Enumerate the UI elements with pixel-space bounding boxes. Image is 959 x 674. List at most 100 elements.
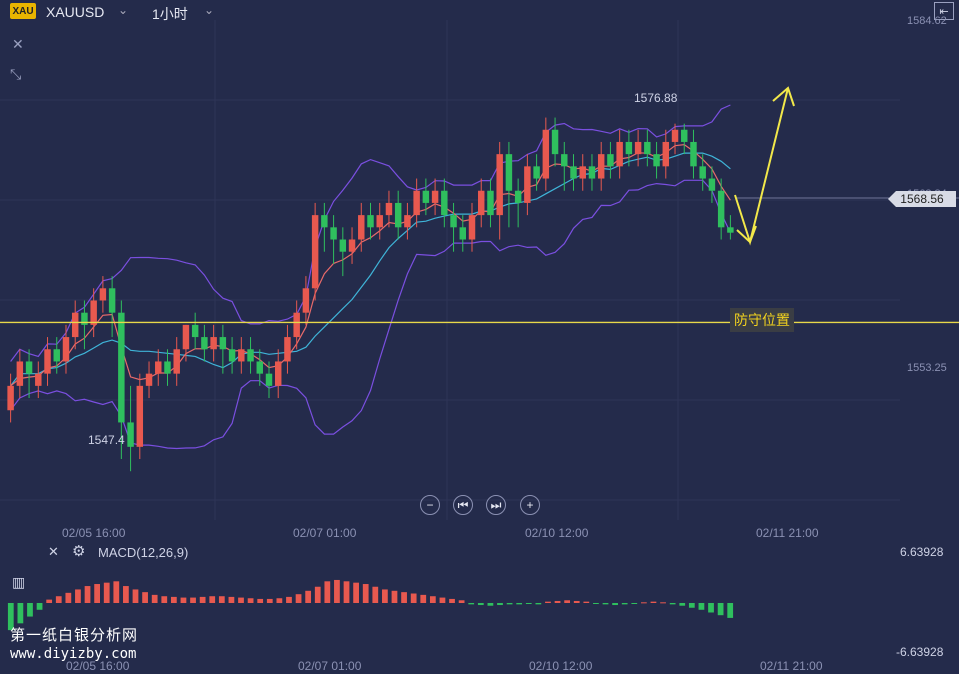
macd-bar bbox=[554, 600, 561, 603]
candle bbox=[542, 117, 550, 191]
macd-bar bbox=[621, 603, 628, 605]
candle-body bbox=[634, 141, 642, 155]
macd-axis-bottom: -6.63928 bbox=[896, 645, 944, 659]
candle-body bbox=[99, 288, 107, 301]
layout-toggle-icon[interactable]: ⇤ bbox=[934, 2, 954, 20]
candle-body bbox=[219, 337, 227, 350]
chevron-down-icon[interactable]: ⌄ bbox=[204, 3, 215, 17]
candle bbox=[625, 129, 633, 167]
candle bbox=[256, 349, 263, 386]
candle bbox=[90, 288, 97, 338]
candle bbox=[44, 337, 51, 386]
candle-body bbox=[358, 215, 365, 240]
candle-body bbox=[588, 166, 596, 179]
macd-bar bbox=[717, 603, 724, 616]
macd-bar bbox=[669, 603, 676, 605]
candle-body bbox=[127, 422, 134, 447]
candle bbox=[717, 178, 725, 240]
macd-bar bbox=[180, 597, 187, 603]
interval-selector[interactable]: 1小时 bbox=[152, 6, 188, 22]
candle bbox=[690, 129, 697, 179]
candle bbox=[238, 337, 245, 374]
candle bbox=[348, 227, 356, 264]
candle bbox=[431, 178, 439, 216]
candle bbox=[570, 154, 577, 191]
candle bbox=[182, 324, 190, 362]
macd-bar bbox=[190, 597, 196, 603]
candle bbox=[478, 178, 485, 228]
macd-bar bbox=[525, 603, 532, 604]
macd-bar bbox=[46, 599, 53, 603]
candle-body bbox=[671, 129, 679, 142]
candle-body bbox=[228, 349, 236, 362]
candle-body bbox=[238, 349, 245, 362]
candle bbox=[25, 349, 33, 399]
time-tick: 02/11 21:00 bbox=[756, 526, 819, 540]
candle bbox=[164, 349, 171, 386]
candle-body bbox=[367, 215, 374, 228]
candle-body bbox=[108, 288, 116, 313]
candle-body bbox=[155, 361, 162, 374]
macd-bar bbox=[583, 601, 590, 603]
candle-body bbox=[81, 312, 88, 325]
candle-body bbox=[450, 215, 457, 228]
gear-icon[interactable]: ⚙ bbox=[72, 543, 86, 560]
candle-body bbox=[681, 129, 688, 142]
macd-bar bbox=[324, 581, 331, 603]
candle bbox=[99, 276, 107, 313]
watermark-url: www.diyizby.com bbox=[10, 646, 137, 662]
close-icon[interactable]: ✕ bbox=[48, 544, 59, 559]
candle bbox=[228, 337, 236, 374]
macd-bar bbox=[362, 584, 369, 603]
candle-body bbox=[487, 190, 494, 216]
symbol-selector[interactable]: XAUUSD bbox=[46, 4, 105, 20]
macd-bar bbox=[602, 603, 609, 605]
symbol-badge: XAU bbox=[10, 3, 36, 19]
macd-bar bbox=[17, 603, 24, 624]
close-icon[interactable]: ✕ bbox=[12, 36, 24, 52]
macd-bar bbox=[420, 594, 427, 603]
candle-body bbox=[339, 239, 347, 252]
candle-body bbox=[404, 215, 411, 228]
candle-body bbox=[293, 312, 300, 338]
chart-header: XAU XAUUSD ⌄ 1小时 ⌄ bbox=[0, 0, 959, 24]
macd-bar bbox=[640, 602, 647, 604]
scroll-start-button[interactable]: ⏮ bbox=[453, 495, 473, 515]
macd-bar bbox=[477, 603, 484, 606]
candle-body bbox=[302, 288, 310, 313]
candle-body bbox=[25, 361, 33, 374]
high-price-label: 1576.88 bbox=[634, 91, 678, 105]
candle bbox=[524, 154, 531, 216]
candle bbox=[219, 324, 227, 374]
candle-body bbox=[662, 141, 670, 167]
candle bbox=[330, 215, 337, 264]
macd-bar bbox=[257, 598, 264, 603]
candle-body bbox=[616, 141, 623, 167]
macd-bar bbox=[334, 579, 340, 603]
zoom-out-button[interactable]: − bbox=[420, 495, 440, 515]
macd-bar bbox=[305, 590, 312, 603]
candle bbox=[579, 154, 586, 191]
macd-bar bbox=[593, 603, 599, 604]
candle bbox=[505, 141, 513, 228]
candle-body bbox=[717, 190, 725, 228]
macd-bar bbox=[199, 596, 206, 603]
candle bbox=[561, 141, 568, 191]
macd-bar bbox=[161, 596, 168, 603]
candle-body bbox=[201, 337, 208, 350]
candle bbox=[385, 190, 393, 228]
candle-body bbox=[468, 215, 476, 240]
scroll-end-button[interactable]: ⏭ bbox=[486, 495, 506, 515]
macd-bar bbox=[132, 589, 139, 603]
indicator-chart-icon[interactable]: ▥ bbox=[12, 574, 26, 590]
candle-body bbox=[284, 337, 291, 362]
chevron-down-icon[interactable]: ⌄ bbox=[118, 3, 129, 17]
candle bbox=[533, 154, 540, 191]
macd-bar bbox=[247, 598, 254, 603]
macd-bar bbox=[7, 603, 14, 631]
zoom-in-button[interactable]: + bbox=[520, 495, 540, 515]
collapse-arrows-icon[interactable]: ⤡ bbox=[10, 66, 22, 82]
candle-body bbox=[7, 385, 14, 411]
candle bbox=[145, 361, 153, 399]
